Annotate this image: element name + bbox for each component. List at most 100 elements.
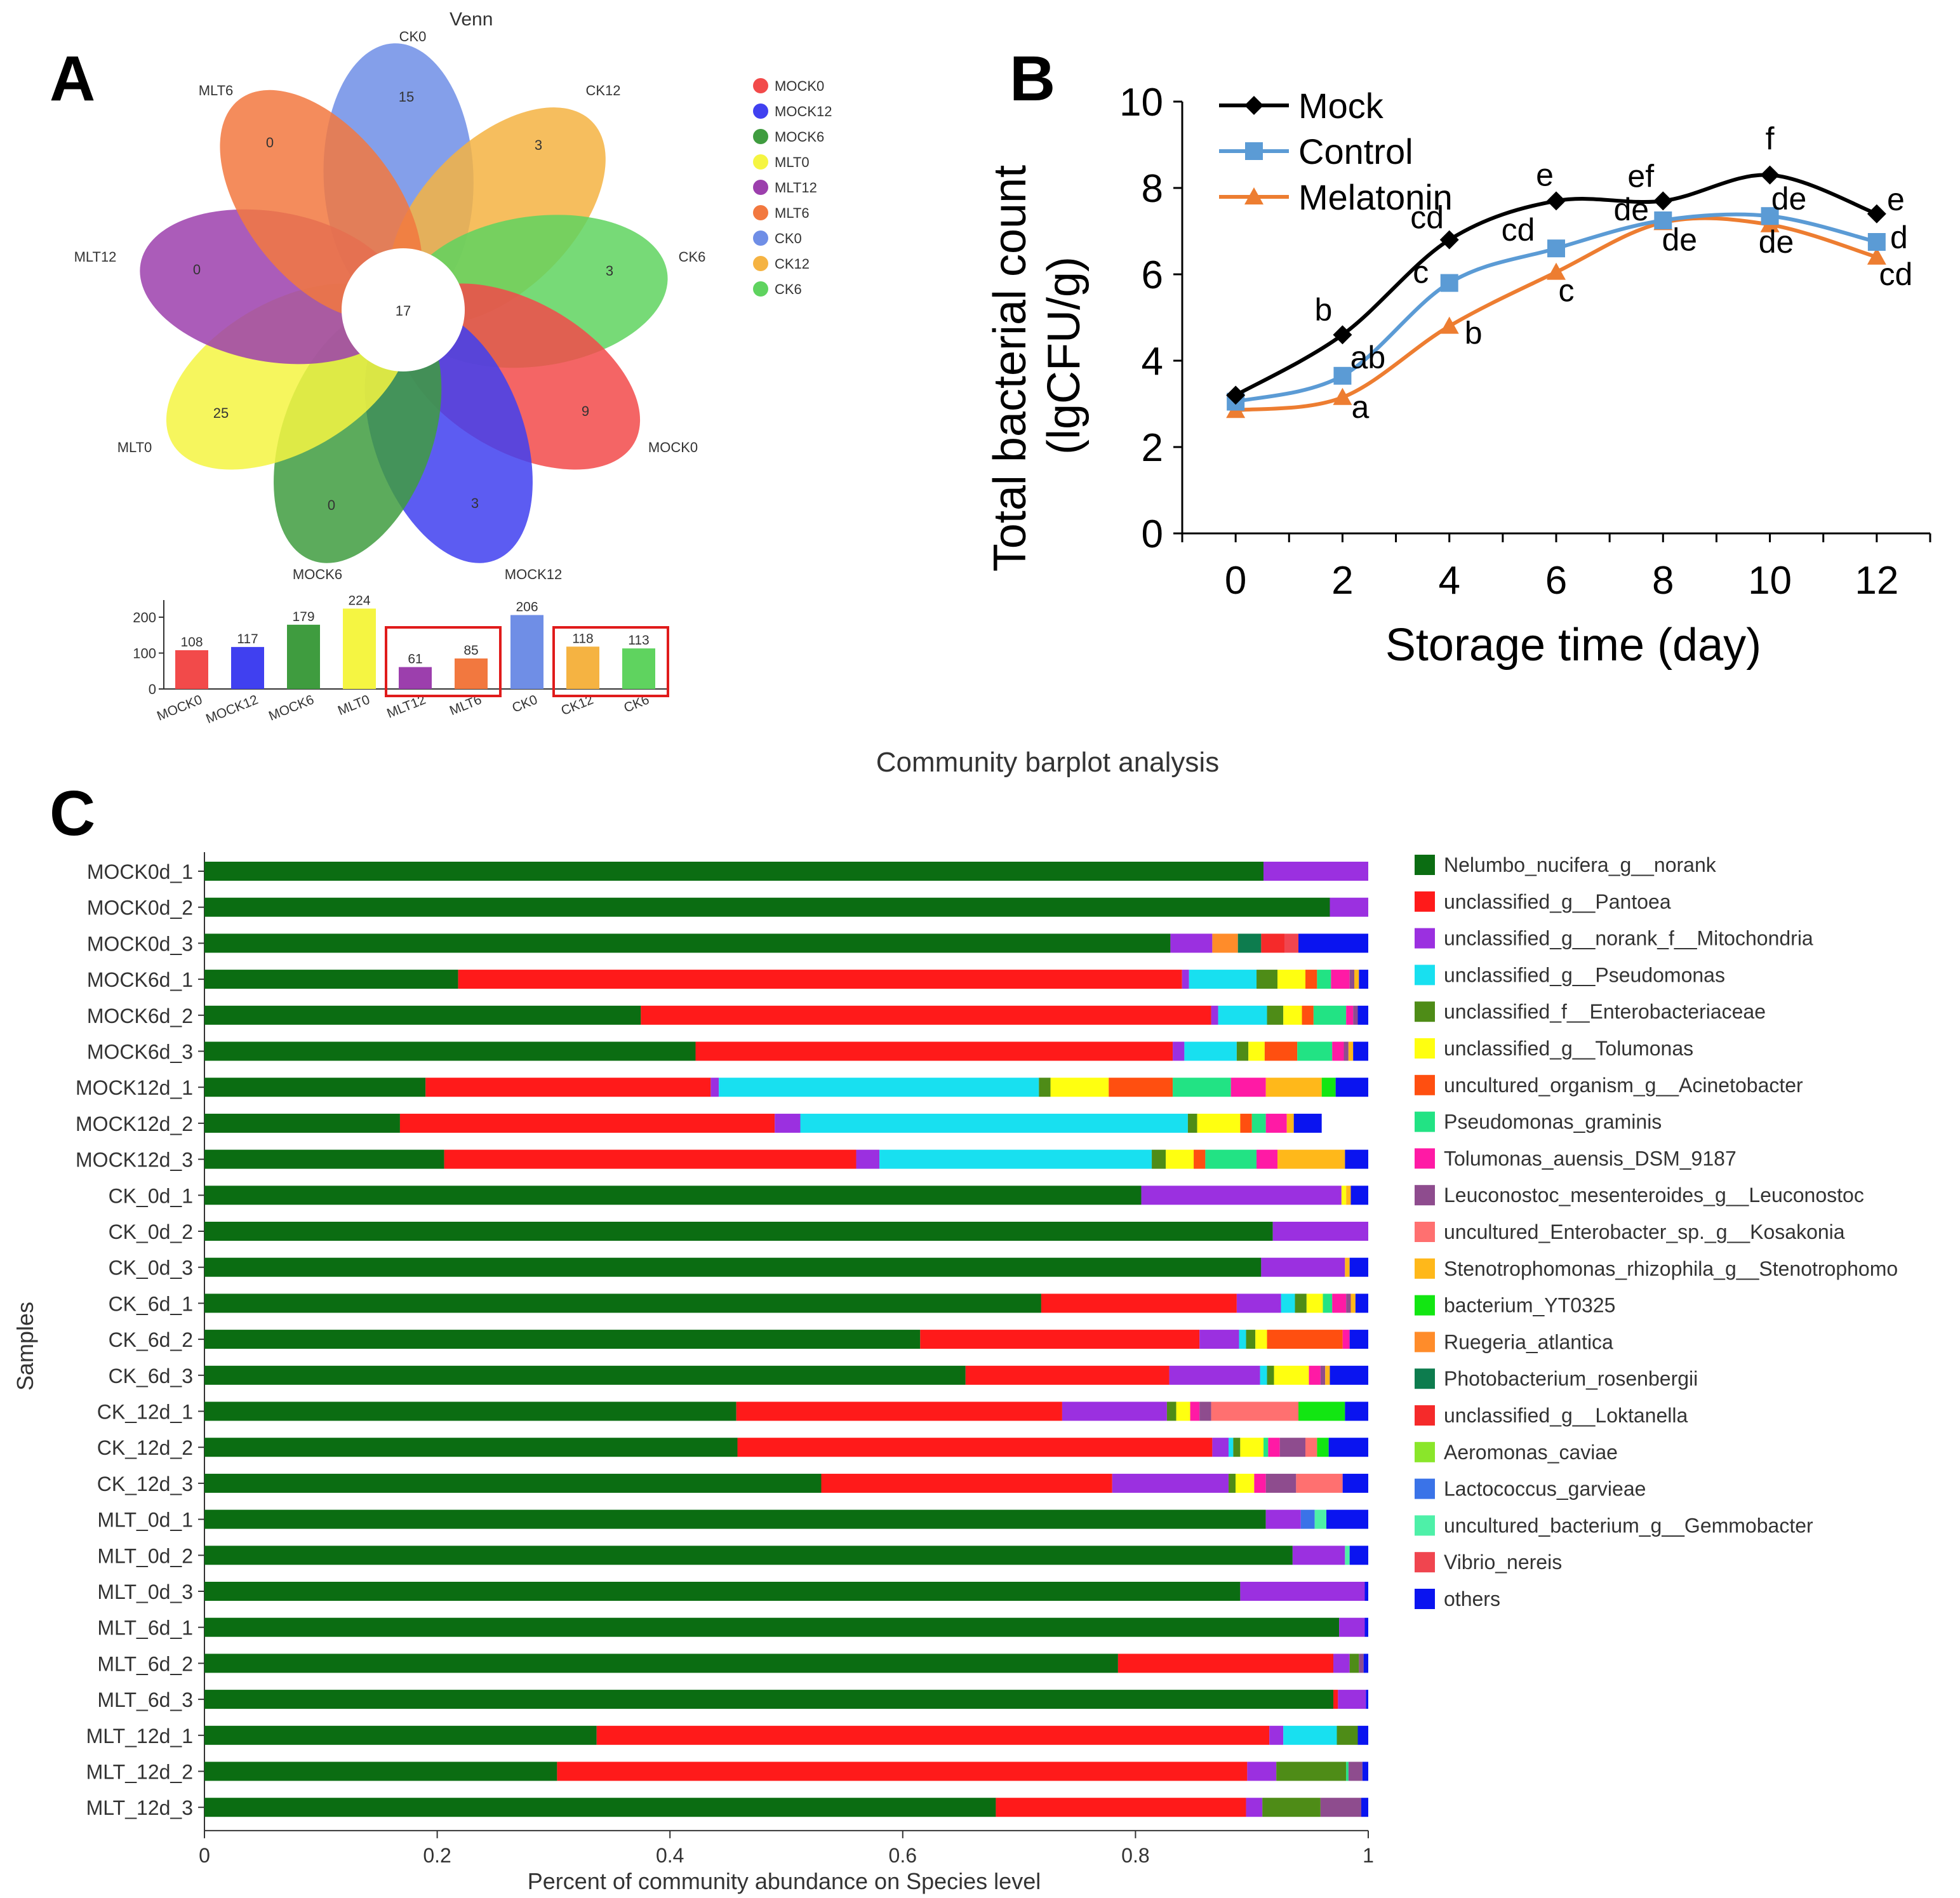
community-legend-swatch (1415, 965, 1435, 986)
community-bar-segment (1346, 1293, 1351, 1313)
community-legend-label: others (1444, 1587, 1500, 1610)
community-bar-segment (1349, 970, 1355, 989)
line-legend-label-melatonin: Melatonin (1298, 177, 1453, 217)
community-bar-segment (1272, 1222, 1368, 1241)
community-bar-segment (1269, 1725, 1284, 1745)
community-bar-segment (1286, 1113, 1294, 1133)
community-bar-segment (1246, 1798, 1263, 1817)
mini-bar-value-label: 179 (292, 610, 314, 624)
community-sample-label: MOCK6d_1 (87, 968, 193, 991)
community-bar-segment (204, 1654, 1118, 1673)
community-title: Community barplot analysis (876, 747, 1219, 778)
line-xtick-label: 8 (1652, 559, 1674, 603)
line-legend-marker (1244, 96, 1263, 115)
line-legend-marker (1244, 187, 1263, 204)
community-bar-segment (1199, 1330, 1239, 1349)
community-bar-segment (1240, 1113, 1252, 1133)
community-bar-segment (1302, 1005, 1314, 1025)
venn-legend-label-mlt12: MLT12 (775, 180, 817, 196)
line-marker-melatonin (1439, 316, 1459, 334)
community-bar-segment (1274, 1365, 1309, 1385)
community-bar-segment (1338, 1690, 1366, 1709)
community-bar-segment (1284, 933, 1299, 953)
line-marker-melatonin (1867, 247, 1886, 265)
community-bar-segment (1190, 1401, 1200, 1421)
community-legend-swatch (1415, 1074, 1435, 1095)
community-bar-segment (1341, 1186, 1347, 1205)
venn-unique-count-mlt12: 0 (193, 262, 201, 277)
mini-bar-value-label: 61 (408, 652, 422, 667)
community-bar-segment (1109, 1078, 1173, 1097)
panel-label-b: B (1010, 43, 1055, 114)
community-bar-segment (1236, 1473, 1255, 1493)
community-bar-segment (737, 1438, 1213, 1457)
line-xtick-label: 12 (1855, 559, 1898, 603)
community-bar-segment (1255, 1330, 1267, 1349)
venn-legend-dot-ck6 (753, 281, 768, 297)
community-bar-segment (775, 1113, 801, 1133)
community-bar-segment (1325, 1365, 1330, 1385)
otu-count-bar-chart: 0 100 200 108 MOCK0 117 MOCK12 179 MOCK6 224 MLT0 6… (133, 593, 669, 726)
community-sample-label: CK_12d_1 (97, 1401, 193, 1424)
community-bar-segment (1279, 1438, 1306, 1457)
community-bar-segment (1230, 1078, 1266, 1097)
community-legend-label: bacterium_YT0325 (1444, 1294, 1615, 1317)
mini-bar-value-label: 224 (348, 593, 370, 608)
community-bar-segment (204, 1149, 444, 1169)
venn-unique-count-mock12: 3 (471, 495, 479, 511)
line-point-label: cd (1879, 257, 1912, 292)
line-marker-mock (1867, 204, 1886, 224)
mini-bar-ck6 (622, 648, 655, 689)
community-legend-swatch (1415, 1441, 1435, 1462)
community-bar-segment (1364, 1617, 1368, 1637)
community-bar-segment (1166, 1401, 1177, 1421)
community-bar-segment (204, 1186, 1142, 1205)
community-bar-segment (1229, 1438, 1234, 1457)
community-bar-segment (1212, 1438, 1229, 1457)
community-legend-label: Leuconostoc_mesenteroides_g__Leuconostoc (1444, 1184, 1864, 1206)
community-legend-swatch (1415, 1589, 1435, 1609)
community-legend-swatch (1415, 1515, 1435, 1536)
community-sample-label: MLT_0d_3 (97, 1581, 193, 1603)
community-legend-swatch (1415, 1185, 1435, 1206)
mini-bar-mock0 (175, 650, 208, 689)
community-bar-segment (1276, 1761, 1347, 1781)
line-marker-mock (1547, 191, 1566, 211)
community-sample-label: MLT_12d_3 (86, 1796, 193, 1819)
community-sample-label: MOCK12d_3 (76, 1149, 193, 1172)
community-legend-swatch (1415, 1478, 1435, 1499)
community-legend-swatch (1415, 1368, 1435, 1389)
line-ytick-label: 4 (1142, 340, 1163, 384)
community-bar-segment (710, 1078, 719, 1097)
community-bar-segment (996, 1798, 1246, 1817)
mini-bar-mock12 (231, 646, 264, 689)
venn-petal-label-mlt12: MLT12 (74, 249, 117, 265)
community-sample-label: MOCK0d_1 (87, 860, 193, 883)
community-bar-segment (204, 1293, 1041, 1313)
community-sample-label: CK_12d_3 (97, 1473, 193, 1495)
community-sample-label: CK_0d_3 (109, 1257, 193, 1280)
venn-unique-count-mock0: 9 (582, 403, 589, 419)
community-bar-segment (1277, 970, 1306, 989)
community-legend-label: unclassified_g__Loktanella (1444, 1404, 1688, 1427)
line-point-label: de (1613, 192, 1649, 227)
community-bar-segment (1263, 862, 1368, 881)
line-marker-control (1333, 366, 1352, 385)
community-bar-segment (1364, 1582, 1368, 1601)
community-legend-label: Stenotrophomonas_rhizophila_g__Stenotrop… (1444, 1257, 1898, 1280)
community-bar-segment (1320, 1798, 1362, 1817)
community-bar-segment (1264, 1041, 1298, 1061)
community-bar-segment (1173, 1078, 1231, 1097)
panel-label-a: A (50, 43, 95, 114)
community-legend-swatch (1415, 1111, 1435, 1132)
community-bar-segment (1330, 897, 1368, 917)
community-bar-segment (1332, 1041, 1344, 1061)
community-bar-segment (1240, 1438, 1264, 1457)
community-bar-segment (1317, 970, 1331, 989)
community-bar-segment (1332, 1293, 1347, 1313)
community-bar-segment (204, 1617, 1340, 1637)
line-point-label: d (1890, 220, 1908, 255)
venn-legend-dot-mlt12 (753, 180, 768, 195)
community-bar-segment (1292, 1546, 1345, 1565)
community-bar-segment (695, 1041, 1173, 1061)
